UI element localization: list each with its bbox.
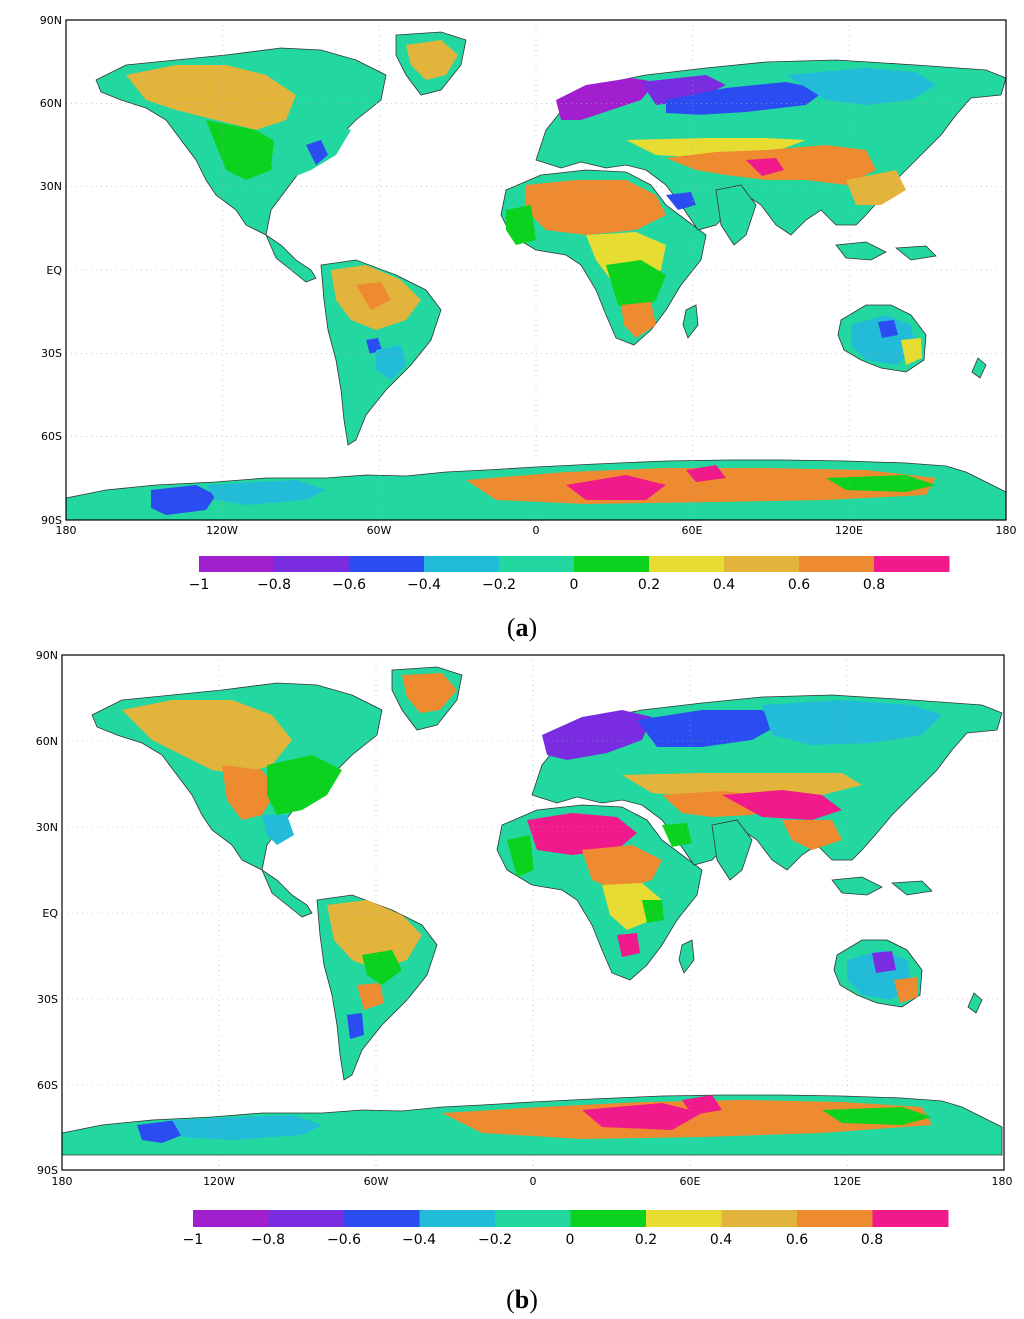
lon-axis: 180 120W 60W 0 60E 120E 180 bbox=[52, 1175, 1013, 1188]
colorbar-segment bbox=[724, 556, 800, 572]
lat-tick: 90N bbox=[36, 649, 58, 662]
colorbar-tick: −0.6 bbox=[327, 1232, 361, 1248]
colorbar-segment bbox=[419, 1210, 496, 1227]
colorbar-segment bbox=[274, 556, 350, 572]
colorbar-segment bbox=[797, 1210, 873, 1227]
lat-tick: EQ bbox=[46, 264, 62, 277]
colorbar-segment bbox=[424, 556, 500, 572]
colorbar bbox=[199, 556, 950, 572]
lat-tick: 90N bbox=[40, 14, 62, 27]
panel-a-map: 90N 60N 30N EQ 30S 60S 90S 180 120W 60W … bbox=[40, 14, 1017, 642]
lon-tick: 120E bbox=[833, 1175, 861, 1188]
lat-tick: EQ bbox=[42, 907, 58, 920]
colorbar-segment bbox=[574, 556, 650, 572]
lat-tick: 30S bbox=[41, 347, 62, 360]
colorbar bbox=[193, 1210, 949, 1227]
colorbar-tick: 0.4 bbox=[710, 1232, 732, 1248]
colorbar-segment bbox=[570, 1210, 647, 1227]
lat-tick: 60S bbox=[41, 430, 62, 443]
lon-tick: 180 bbox=[996, 524, 1017, 537]
lat-axis: 90N 60N 30N EQ 30S 60S 90S bbox=[36, 649, 59, 1177]
colorbar-tick: 0.8 bbox=[863, 577, 885, 593]
lon-tick: 60E bbox=[680, 1175, 701, 1188]
lat-tick: 60S bbox=[37, 1079, 58, 1092]
lon-tick: 60W bbox=[367, 524, 392, 537]
lon-tick: 180 bbox=[992, 1175, 1013, 1188]
colorbar-tick: 0.2 bbox=[638, 577, 660, 593]
colorbar-tick: −1 bbox=[183, 1232, 204, 1248]
lon-tick: 60E bbox=[682, 524, 703, 537]
colorbar-tick: −0.8 bbox=[257, 577, 291, 593]
colorbar-segment bbox=[872, 1210, 949, 1227]
colorbar-tick: −0.8 bbox=[251, 1232, 285, 1248]
lon-tick: 120W bbox=[206, 524, 238, 537]
colorbar-segment bbox=[649, 556, 725, 572]
colorbar-segment bbox=[344, 1210, 420, 1227]
colorbar-segment bbox=[721, 1210, 798, 1227]
lon-tick: 0 bbox=[530, 1175, 537, 1188]
colorbar-segment bbox=[268, 1210, 345, 1227]
colorbar-tick: 0 bbox=[570, 577, 579, 593]
colorbar-tick: −0.4 bbox=[407, 577, 441, 593]
lat-axis: 90N 60N 30N EQ 30S 60S 90S bbox=[40, 14, 63, 527]
lat-tick: 90S bbox=[41, 514, 62, 527]
lat-tick: 90S bbox=[37, 1164, 58, 1177]
colorbar-tick: −0.6 bbox=[332, 577, 366, 593]
colorbar-tick: 0.8 bbox=[861, 1232, 883, 1248]
colorbar-tick: 0.6 bbox=[788, 577, 810, 593]
colorbar-tick: −1 bbox=[189, 577, 210, 593]
colorbar-segment bbox=[646, 1210, 722, 1227]
panel-label-b: (b) bbox=[506, 1285, 538, 1314]
map-frame bbox=[61, 654, 1005, 1171]
lat-tick: 30N bbox=[40, 180, 62, 193]
lon-tick: 60W bbox=[364, 1175, 389, 1188]
lon-axis: 180 120W 60W 0 60E 120E 180 bbox=[56, 524, 1017, 537]
colorbar-tick: 0.6 bbox=[786, 1232, 808, 1248]
map-frame bbox=[65, 19, 1007, 521]
colorbar-segment bbox=[193, 1210, 269, 1227]
lat-tick: 60N bbox=[40, 97, 62, 110]
colorbar-labels: −1 −0.8 −0.6 −0.4 −0.2 0 0.2 0.4 0.6 0.8 bbox=[183, 1232, 883, 1248]
colorbar-tick: −0.4 bbox=[402, 1232, 436, 1248]
colorbar-tick: 0 bbox=[566, 1232, 575, 1248]
colorbar-tick: 0.4 bbox=[713, 577, 735, 593]
colorbar-segment bbox=[499, 556, 575, 572]
colorbar-tick: 0.2 bbox=[635, 1232, 657, 1248]
lat-tick: 30N bbox=[36, 821, 58, 834]
colorbar-tick: −0.2 bbox=[478, 1232, 512, 1248]
lon-tick: 120E bbox=[835, 524, 863, 537]
colorbar-tick: −0.2 bbox=[482, 577, 516, 593]
graticule bbox=[66, 20, 1006, 520]
colorbar-labels: −1 −0.8 −0.6 −0.4 −0.2 0 0.2 0.4 0.6 0.8 bbox=[189, 577, 885, 593]
colorbar-segment bbox=[495, 1210, 571, 1227]
lon-tick: 0 bbox=[533, 524, 540, 537]
colorbar-segment bbox=[349, 556, 425, 572]
panel-b-map: 90N 60N 30N EQ 30S 60S 90S 180 120W 60W … bbox=[36, 649, 1013, 1314]
colorbar-segment bbox=[199, 556, 275, 572]
graticule bbox=[62, 655, 1004, 1170]
lat-tick: 60N bbox=[36, 735, 58, 748]
lon-tick: 180 bbox=[56, 524, 77, 537]
lat-tick: 30S bbox=[37, 993, 58, 1006]
lon-tick: 180 bbox=[52, 1175, 73, 1188]
panel-label-a: (a) bbox=[507, 613, 537, 642]
lon-tick: 120W bbox=[203, 1175, 235, 1188]
colorbar-segment bbox=[799, 556, 875, 572]
colorbar-segment bbox=[874, 556, 950, 572]
